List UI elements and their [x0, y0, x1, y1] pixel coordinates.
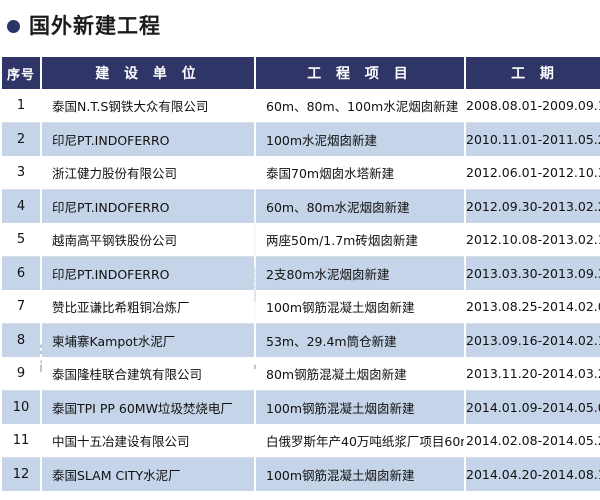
table-header: 序号 建 设 单 位 工 程 项 目 工 期	[2, 57, 600, 89]
row-cell-unit: 中国十五冶建设有限公司	[42, 424, 254, 458]
row-cell-unit: 泰国SLAM CITY水泥厂	[42, 458, 254, 491]
column-header-date: 工 期	[466, 57, 600, 89]
row-cell-date: 2014.01.09-2014.05.08	[466, 391, 600, 424]
row-cell-no: 10	[2, 391, 40, 424]
row-cell-unit: 泰国隆桂联合建筑有限公司	[42, 357, 254, 391]
row-cell-no: 8	[2, 324, 40, 357]
table-row[interactable]: 5 越南高平钢铁股份公司 两座50m/1.7m砖烟囱新建 2012.10.08-201…	[2, 223, 600, 257]
row-cell-date: 2010.11.01-2011.05.20	[466, 123, 600, 156]
row-cell-no: 9	[2, 357, 40, 391]
row-cell-date: 2012.09.30-2013.02.20	[466, 190, 600, 223]
row-cell-unit: 赞比亚谦比希粗铜冶炼厂	[42, 290, 254, 324]
table-row[interactable]: 9 泰国隆桂联合建筑有限公司 80m钢筋混凝土烟囱新建 2013.11.20-2014…	[2, 357, 600, 391]
row-cell-project: 100m钢筋混凝土烟囱新建	[256, 391, 464, 424]
row-cell-project: 80m钢筋混凝土烟囱新建	[256, 357, 464, 391]
table-body: 1 泰国N.T.S钢铁大众有限公司 60m、80m、100m水泥烟囱新建 2008.0…	[2, 89, 600, 491]
page-title: 国外新建工程	[0, 0, 600, 52]
table-row[interactable]: 3 浙江健力股份有限公司 泰国70m烟囱水塔新建 2012.06.01-2012.10…	[2, 156, 600, 190]
table-row[interactable]: 2 印尼PT.INDOFERRO 100m水泥烟囱新建 2010.11.01-2011…	[2, 123, 600, 156]
row-cell-project: 两座50m/1.7m砖烟囱新建	[256, 223, 464, 257]
bullet-icon	[7, 19, 20, 33]
row-cell-no: 6	[2, 257, 40, 290]
table-header-row: 序号 建 设 单 位 工 程 项 目 工 期	[2, 57, 600, 89]
row-cell-no: 12	[2, 458, 40, 491]
table-row[interactable]: 7 赞比亚谦比希粗铜冶炼厂 100m钢筋混凝土烟囱新建 2013.08.25-2014…	[2, 290, 600, 324]
row-cell-date: 2013.03.30-2013.09.30	[466, 257, 600, 290]
row-cell-date: 2008.08.01-2009.09.10	[466, 89, 600, 123]
row-cell-no: 1	[2, 89, 40, 123]
row-cell-unit: 泰国N.T.S钢铁大众有限公司	[42, 89, 254, 123]
row-cell-no: 2	[2, 123, 40, 156]
row-cell-date: 2012.10.08-2013.02.19	[466, 223, 600, 257]
table-row[interactable]: 12 泰国SLAM CITY水泥厂 100m钢筋混凝土烟囱新建 2014.04.20-…	[2, 458, 600, 491]
row-cell-unit: 越南高平钢铁股份公司	[42, 223, 254, 257]
row-cell-unit: 浙江健力股份有限公司	[42, 156, 254, 190]
row-cell-no: 3	[2, 156, 40, 190]
table-row[interactable]: 4 印尼PT.INDOFERRO 60m、80m水泥烟囱新建 2012.09.30-2…	[2, 190, 600, 223]
column-header-unit: 建 设 单 位	[42, 57, 254, 89]
projects-table: 序号 建 设 单 位 工 程 项 目 工 期 1 泰国N.T.S钢铁大众有限公司 6…	[0, 57, 600, 491]
row-cell-project: 60m、80m、100m水泥烟囱新建	[256, 89, 464, 123]
row-cell-unit: 泰国TPI PP 60MW垃圾焚烧电厂	[42, 391, 254, 424]
row-cell-project: 60m、80m水泥烟囱新建	[256, 190, 464, 223]
page-title-label: 国外新建工程	[29, 13, 161, 38]
row-cell-project: 100m钢筋混凝土烟囱新建	[256, 458, 464, 491]
row-cell-project: 泰国70m烟囱水塔新建	[256, 156, 464, 190]
table-row[interactable]: 10 泰国TPI PP 60MW垃圾焚烧电厂 100m钢筋混凝土烟囱新建 2014.0…	[2, 391, 600, 424]
row-cell-unit: 印尼PT.INDOFERRO	[42, 123, 254, 156]
table-row[interactable]: 6 印尼PT.INDOFERRO 2支80m水泥烟囱新建 2013.03.30-201…	[2, 257, 600, 290]
row-cell-no: 5	[2, 223, 40, 257]
row-cell-date: 2013.09.16-2014.02.15	[466, 324, 600, 357]
projects-table-wrapper: 序号 建 设 单 位 工 程 项 目 工 期 1 泰国N.T.S钢铁大众有限公司 6…	[0, 57, 600, 491]
row-cell-project: 53m、29.4m筒仓新建	[256, 324, 464, 357]
column-header-no: 序号	[2, 57, 40, 89]
row-cell-date: 2014.04.20-2014.08.10	[466, 458, 600, 491]
table-row[interactable]: 11中国十五冶建设有限公司白俄罗斯年产40万吨纸浆厂项目60m烟囱新建2014.…	[2, 424, 600, 458]
row-cell-date: 2014.02.08-2014.05.28	[466, 424, 600, 458]
row-cell-no: 7	[2, 290, 40, 324]
row-cell-project: 100m钢筋混凝土烟囱新建	[256, 290, 464, 324]
row-cell-unit: 印尼PT.INDOFERRO	[42, 257, 254, 290]
row-cell-date: 2012.06.01-2012.10.30	[466, 156, 600, 190]
row-cell-no: 4	[2, 190, 40, 223]
row-cell-project: 100m水泥烟囱新建	[256, 123, 464, 156]
row-cell-unit: 印尼PT.INDOFERRO	[42, 190, 254, 223]
row-cell-no: 11	[2, 424, 40, 458]
row-cell-project: 2支80m水泥烟囱新建	[256, 257, 464, 290]
row-cell-date: 2013.08.25-2014.02.05	[466, 290, 600, 324]
table-row[interactable]: 8 柬埔寨Kampot水泥厂 53m、29.4m筒仓新建 2013.09.16-201…	[2, 324, 600, 357]
column-header-proj: 工 程 项 目	[256, 57, 464, 89]
row-cell-date: 2013.11.20-2014.03.20	[466, 357, 600, 391]
row-cell-unit: 柬埔寨Kampot水泥厂	[42, 324, 254, 357]
row-cell-project: 白俄罗斯年产40万吨纸浆厂项目60m烟囱新建	[256, 424, 464, 458]
table-row[interactable]: 1 泰国N.T.S钢铁大众有限公司 60m、80m、100m水泥烟囱新建 2008.0…	[2, 89, 600, 123]
